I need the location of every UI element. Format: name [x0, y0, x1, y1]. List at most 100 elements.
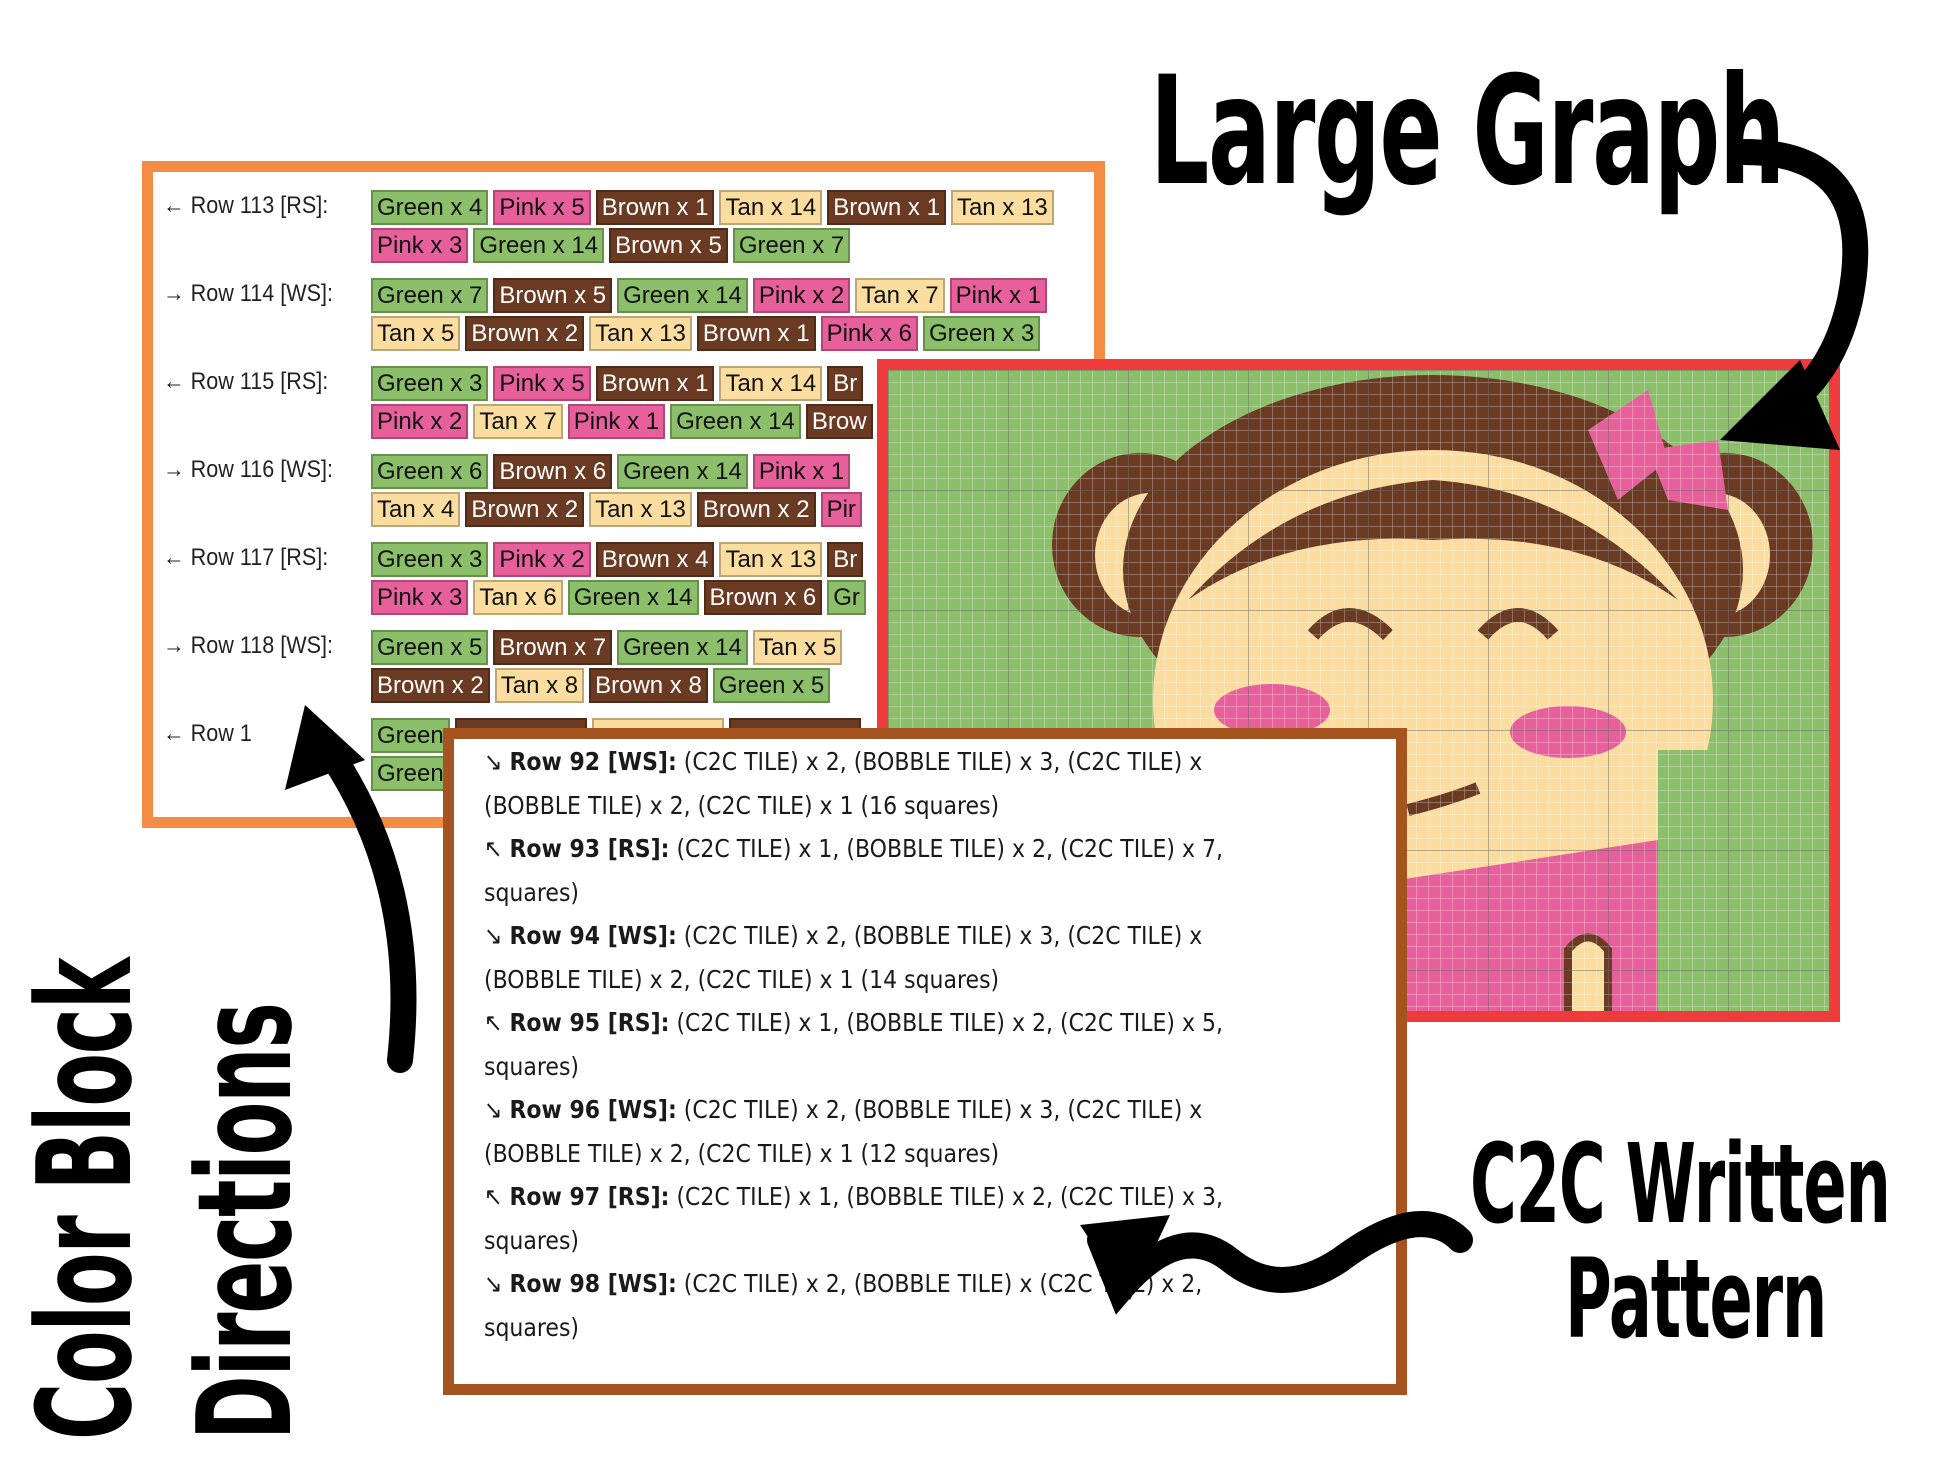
color-chip-green: Green x 6 [371, 454, 489, 489]
row-instructions: squares) [484, 1312, 579, 1342]
color-chip-brown: Brown x 2 [371, 668, 490, 703]
color-block-line: Green x 5 Brown x 7 Green x 14 Tan x 5 [371, 630, 843, 665]
row-instructions: squares) [484, 877, 579, 907]
color-chip-pink: Pink x 6 [820, 316, 918, 351]
row-heading: Row 93 [RS]: [509, 834, 670, 863]
color-block-line: Pink x 2 Tan x 7 Pink x 1 Green x 14 Brow [371, 404, 873, 439]
color-block-line: Green x 3 Pink x 5 Brown x 1 Tan x 14 Br [371, 366, 864, 401]
color-chip-tan: Tan x 14 [719, 190, 823, 225]
color-chip-brown: Brown x 6 [493, 454, 613, 489]
color-chip-tan: Tan x 13 [589, 316, 692, 351]
color-chip-pink: Pink x 3 [371, 228, 469, 263]
row-label: ← Row 1 [163, 720, 252, 747]
color-chip-brown: Brown x 1 [595, 190, 715, 225]
pattern-line: squares) [484, 1052, 579, 1081]
color-block-line: Tan x 4 Brown x 2 Tan x 13 Brown x 2 Pir [371, 492, 862, 527]
pattern-line: ↘ Row 96 [WS]: (C2C TILE) x 2, (BOBBLE T… [484, 1095, 1202, 1124]
color-chip-pink: Pir [820, 492, 862, 527]
color-chip-pink: Pink x 1 [567, 404, 666, 439]
row-instructions: (C2C TILE) x 1, (BOBBLE TILE) x 2, (C2C … [669, 1008, 1223, 1037]
color-chip-green: Green x 7 [732, 228, 851, 263]
row-instructions: squares) [484, 1051, 579, 1081]
color-chip-pink: Pink x 3 [371, 580, 469, 615]
pattern-line: ↘ Row 94 [WS]: (C2C TILE) x 2, (BOBBLE T… [484, 921, 1202, 950]
pattern-line: squares) [484, 1226, 579, 1255]
color-chip-green: Green x 7 [371, 278, 489, 313]
row-heading: Row 97 [RS]: [509, 1182, 670, 1211]
color-block-directions-panel: ← Row 113 [RS]: Green x 4 Pink x 5 Brown x … [142, 161, 1105, 828]
color-chip-tan: Tan x 13 [589, 492, 692, 527]
color-chip-green: Green [371, 718, 450, 753]
color-chip-brown: Br [827, 366, 864, 401]
color-chip-green: Green x 5 [712, 668, 831, 703]
arrow-up-left-icon: ↖ [484, 834, 503, 863]
color-chip-green: Green x 14 [670, 404, 801, 439]
color-chip-tan: Tan x 13 [950, 190, 1054, 225]
color-chip-brown: Brown x 2 [465, 316, 585, 351]
color-chip-brown: Brown x 8 [589, 668, 708, 703]
color-chip-tan: Tan x 5 [371, 316, 461, 351]
row-instructions: (C2C TILE) x 2, (BOBBLE TILE) x 3, (C2C … [676, 747, 1203, 776]
row-instructions: (C2C TILE) x 1, (BOBBLE TILE) x 2, (C2C … [669, 834, 1223, 863]
color-block-line: Tan x 5 Brown x 2 Tan x 13 Brown x 1 Pink x … [371, 316, 1041, 351]
row-heading: Row 92 [WS]: [509, 747, 677, 776]
row-label: → Row 118 [WS]: [163, 632, 334, 659]
color-chip-green: Green x 14 [567, 580, 699, 615]
arrow-down-right-icon: ↘ [484, 1095, 503, 1124]
row-label: ← Row 115 [RS]: [163, 368, 329, 395]
arrow-up-left-icon: ↖ [484, 1182, 503, 1211]
row-label: ← Row 113 [RS]: [163, 192, 329, 219]
color-chip-green: Green [371, 756, 450, 791]
color-chip-brown: Brown x 1 [696, 316, 816, 351]
pattern-line: (BOBBLE TILE) x 2, (C2C TILE) x 1 (12 sq… [484, 1139, 999, 1168]
pattern-line: squares) [484, 878, 579, 907]
color-chip-brown: Brow [805, 404, 873, 439]
color-chip-pink: Pink x 1 [752, 454, 851, 489]
c2c-written-pattern-panel: ↘ Row 92 [WS]: (C2C TILE) x 2, (BOBBLE T… [443, 728, 1407, 1395]
pattern-line: (BOBBLE TILE) x 2, (C2C TILE) x 1 (16 sq… [484, 791, 999, 820]
arrow-up-left-icon: ↖ [484, 1008, 503, 1037]
color-chip-green: Green x 4 [371, 190, 489, 225]
color-chip-brown: Brown x 5 [609, 228, 728, 263]
color-block-label-line2: Directions [169, 1003, 321, 1440]
color-chip-green: Green x 14 [473, 228, 605, 263]
row-instructions: (BOBBLE TILE) x 2, (C2C TILE) x 1 (16 sq… [484, 790, 1000, 820]
color-chip-green: Green x 3 [371, 542, 489, 577]
color-block-line: Green [371, 756, 450, 791]
color-chip-pink: Pink x 5 [493, 190, 591, 225]
row-instructions: squares) [484, 1225, 579, 1255]
color-chip-brown: Brown x 1 [827, 190, 946, 225]
color-block-line: Green x 4 Pink x 5 Brown x 1 Tan x 14 Brown … [371, 190, 1054, 225]
color-block-line: Green x 3 Pink x 2 Brown x 4 Tan x 13 Br [371, 542, 864, 577]
pattern-line: (BOBBLE TILE) x 2, (C2C TILE) x 1 (14 sq… [484, 965, 999, 994]
color-chip-brown: Brown x 7 [493, 630, 613, 665]
color-chip-green: Green x 14 [617, 630, 748, 665]
color-chip-pink: Pink x 2 [752, 278, 851, 313]
color-chip-tan: Tan x 6 [473, 580, 563, 615]
arrow-down-right-icon: ↘ [484, 921, 503, 950]
color-chip-tan: Tan x 8 [494, 668, 585, 703]
c2c-label-line2: Pattern [1565, 1235, 1827, 1363]
row-heading: Row 98 [WS]: [509, 1269, 677, 1298]
color-chip-green: Gr [827, 580, 866, 615]
color-chip-brown: Brown x 2 [465, 492, 585, 527]
color-block-line: Brown x 2 Tan x 8 Brown x 8 Green x 5 [371, 668, 831, 703]
row-label: → Row 116 [WS]: [163, 456, 334, 483]
color-chip-tan: Tan x 14 [719, 366, 823, 401]
arrow-down-right-icon: ↘ [484, 747, 503, 776]
color-chip-brown: Brown x 6 [703, 580, 823, 615]
color-chip-green: Green x 14 [617, 454, 748, 489]
color-block-label-line1: Color Block [9, 958, 161, 1440]
color-chip-brown: Brown x 2 [696, 492, 816, 527]
color-chip-tan: Tan x 13 [719, 542, 823, 577]
color-chip-green: Green x 14 [617, 278, 748, 313]
c2c-label-line1: C2C Written [1470, 1120, 1891, 1248]
color-chip-pink: Pink x 2 [371, 404, 469, 439]
pattern-line: ↖ Row 93 [RS]: (C2C TILE) x 1, (BOBBLE T… [484, 834, 1223, 863]
row-instructions: (BOBBLE TILE) x 2, (C2C TILE) x 1 (14 sq… [484, 964, 1000, 994]
row-heading: Row 94 [WS]: [509, 921, 677, 950]
row-label: → Row 114 [WS]: [163, 280, 334, 307]
color-block-line: Green x 7 Brown x 5 Green x 14 Pink x 2 Tan … [371, 278, 1047, 313]
color-chip-green: Green x 5 [371, 630, 489, 665]
color-chip-pink: Pink x 1 [949, 278, 1047, 313]
